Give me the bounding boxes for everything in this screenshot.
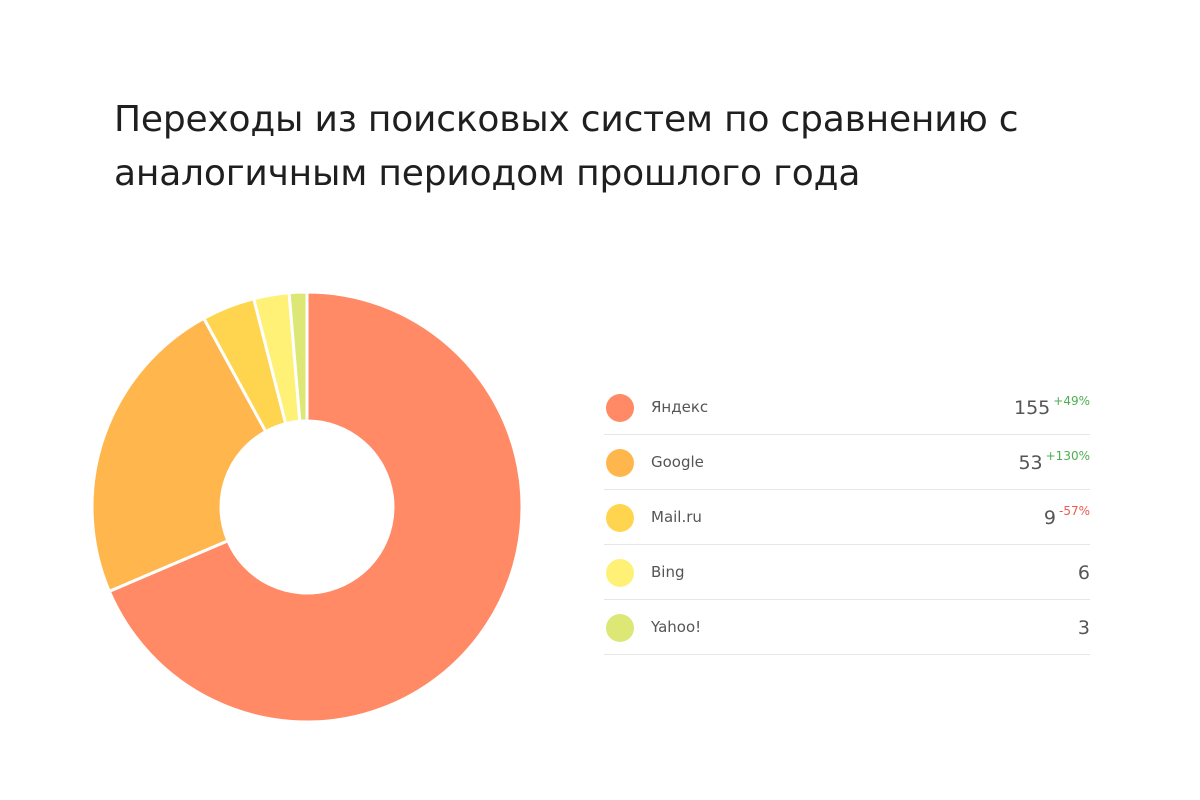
legend-value: 3 — [1078, 616, 1090, 640]
legend-item-yandex[interactable]: Яндекс 155 +49% — [604, 380, 1090, 435]
legend-count: 53 — [1018, 452, 1043, 474]
legend-item-bing[interactable]: Bing 6 — [604, 545, 1090, 600]
legend-count: 155 — [1014, 397, 1051, 419]
legend-label: Яндекс — [651, 398, 709, 416]
legend-count: 9 — [1043, 507, 1056, 529]
donut-slice-4[interactable] — [287, 290, 309, 423]
legend-value: 9 -57% — [1043, 504, 1090, 530]
legend-label: Bing — [651, 563, 685, 581]
legend-label: Yahoo! — [651, 618, 702, 636]
legend-count: 3 — [1077, 617, 1090, 639]
legend-label: Mail.ru — [651, 508, 702, 526]
legend-count: 6 — [1077, 562, 1090, 584]
legend-label: Google — [651, 453, 704, 471]
donut-slices — [90, 290, 524, 724]
chart-legend: Яндекс 155 +49% Google 53 +130% Mail.ru 9-… — [604, 380, 1090, 655]
legend-value: 6 — [1078, 561, 1090, 585]
chart-title: Переходы из поисковых систем по сравнени… — [114, 99, 1019, 194]
legend-change: -57% — [1058, 504, 1090, 518]
legend-swatch — [606, 504, 634, 532]
legend-swatch — [606, 559, 634, 587]
legend-swatch — [606, 614, 634, 642]
legend-change: +49% — [1053, 394, 1090, 408]
donut-slice-1[interactable] — [90, 316, 268, 593]
legend-change: +130% — [1045, 449, 1090, 463]
legend-item-google[interactable]: Google 53 +130% — [604, 435, 1090, 490]
donut-slice-0[interactable] — [107, 290, 524, 724]
legend-swatch — [606, 449, 634, 477]
legend-swatch — [606, 394, 634, 422]
donut-chart — [90, 290, 524, 724]
legend-value: 155 +49% — [1014, 394, 1090, 420]
legend-value: 53 +130% — [1018, 449, 1090, 475]
legend-item-yahoo[interactable]: Yahoo! 3 — [604, 600, 1090, 655]
legend-item-mailru[interactable]: Mail.ru 9 -57% — [604, 490, 1090, 545]
